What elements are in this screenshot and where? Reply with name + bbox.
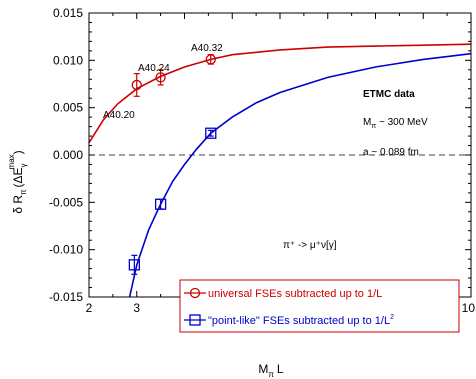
x-tick-label: 10 (462, 301, 476, 315)
svg-text:δ Rπ(ΔEγmax): δ Rπ(ΔEγmax) (7, 150, 28, 213)
legend: universal FSEs subtracted up to 1/L "poi… (179, 279, 460, 333)
point-label-a40-32: A40.32 (191, 43, 223, 54)
legend-square-marker (189, 314, 201, 326)
circle-marker (131, 79, 142, 91)
square-marker (154, 198, 167, 210)
data-point-point-like-1 (128, 254, 141, 275)
y-tick-label: 0.000 (53, 148, 83, 162)
legend-entry-point-like: "point-like" FSEs subtracted up to 1/L2 (184, 314, 394, 327)
y-tick-label: 0.015 (53, 6, 83, 20)
x-axis-title: Mπ L (258, 362, 284, 379)
circle-marker (155, 72, 166, 83)
annotation-process: π⁺ -> μ⁺ν[γ] (283, 240, 337, 251)
data-point-point-like-2 (154, 198, 167, 210)
legend-label-universal: universal FSEs subtracted up to 1/L (208, 288, 382, 300)
fit-curve-point-like (128, 52, 471, 297)
legend-circle-marker (189, 287, 201, 299)
point-label-a40-20: A40.20 (103, 110, 135, 121)
annotation-heading: ETMC data (363, 89, 415, 100)
annotation-mass: Mπ ~ 300 MeV (363, 117, 428, 130)
x-tick-label: 3 (133, 301, 140, 315)
data-point-universal-3 (205, 54, 216, 65)
data-point-universal-1 (131, 72, 142, 97)
circle-marker (205, 54, 216, 65)
legend-entry-universal: universal FSEs subtracted up to 1/L (184, 287, 382, 300)
x-tick-label: 2 (86, 301, 93, 315)
y-tick-label: 0.005 (53, 101, 83, 115)
y-tick-label: -0.005 (49, 195, 83, 209)
data-point-point-like-3 (205, 127, 217, 139)
annotation-spacing: a ~ 0.089 fm (363, 147, 419, 158)
legend-box (179, 279, 460, 333)
point-label-a40-24: A40.24 (138, 63, 170, 74)
square-marker (205, 127, 217, 139)
y-tick-label: 0.010 (53, 53, 83, 67)
y-tick-label: -0.010 (49, 243, 83, 257)
y-tick-label: -0.015 (49, 290, 83, 304)
y-axis-title: δ Rπ(ΔEγmax) (7, 150, 28, 213)
legend-label-point-like: "point-like" FSEs subtracted up to 1/L2 (208, 314, 394, 327)
square-marker (128, 259, 141, 271)
data-point-universal-2 (155, 69, 166, 86)
